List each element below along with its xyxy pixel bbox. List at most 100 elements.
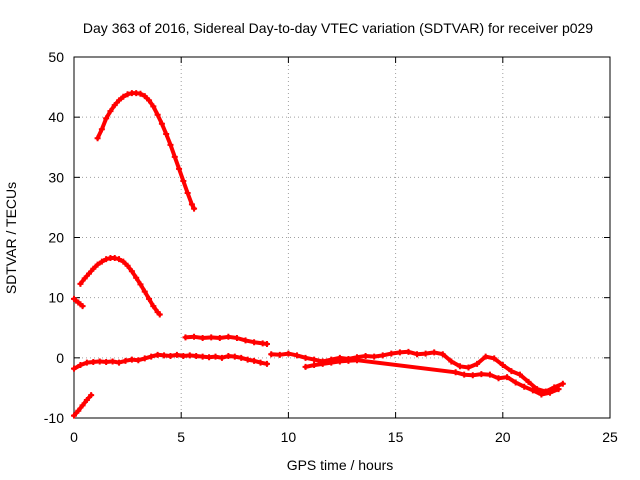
data-point — [75, 407, 82, 414]
data-point — [529, 387, 536, 394]
data-point — [96, 358, 103, 365]
data-point — [504, 374, 511, 381]
data-point — [414, 351, 421, 358]
data-point — [495, 375, 502, 382]
x-axis-label: GPS time / hours — [287, 457, 394, 473]
x-tick-label: 0 — [70, 429, 78, 445]
data-point — [86, 270, 93, 277]
data-point — [251, 357, 258, 364]
data-point — [94, 135, 101, 142]
data-point — [103, 256, 110, 263]
data-point — [191, 205, 198, 212]
data-point — [478, 371, 485, 378]
data-point — [171, 153, 178, 160]
data-point — [154, 351, 161, 358]
data-point — [90, 359, 97, 366]
data-point — [81, 275, 88, 282]
data-point — [182, 334, 189, 341]
data-point — [486, 371, 493, 378]
data-point — [371, 353, 378, 360]
series-arc-start-high — [71, 295, 86, 310]
data-point — [538, 391, 545, 398]
data-point — [293, 352, 300, 359]
x-tick-label: 15 — [388, 429, 404, 445]
data-point — [525, 378, 532, 385]
data-point — [141, 93, 148, 100]
data-point — [135, 357, 142, 364]
data-point — [116, 256, 123, 263]
data-point — [491, 355, 498, 362]
data-point — [94, 261, 101, 268]
y-tick-label: -10 — [44, 410, 64, 426]
data-point — [231, 353, 238, 360]
data-point — [184, 189, 191, 196]
data-point — [141, 288, 148, 295]
data-point — [83, 359, 90, 366]
data-point — [191, 333, 198, 340]
data-point — [439, 351, 446, 358]
data-point — [176, 165, 183, 172]
data-point — [103, 115, 110, 122]
series-layer — [71, 90, 566, 419]
data-point — [242, 337, 249, 344]
data-point — [122, 357, 129, 364]
data-point — [90, 265, 97, 272]
data-point — [77, 280, 84, 287]
data-point — [516, 371, 523, 378]
data-point — [163, 131, 170, 138]
data-point — [77, 362, 84, 369]
data-point — [251, 339, 258, 346]
data-point — [98, 126, 105, 133]
data-point — [158, 120, 165, 127]
data-point — [474, 360, 481, 367]
data-point — [311, 356, 318, 363]
data-point — [180, 177, 187, 184]
data-point — [137, 281, 144, 288]
data-point — [276, 351, 283, 358]
x-tick-label: 25 — [602, 429, 618, 445]
data-point — [218, 354, 225, 361]
data-point — [133, 274, 140, 281]
data-point — [186, 352, 193, 359]
data-point — [268, 351, 275, 358]
data-point — [199, 334, 206, 341]
y-tick-label: 20 — [48, 230, 64, 246]
data-point — [225, 333, 232, 340]
data-point — [465, 364, 472, 371]
data-point — [302, 354, 309, 361]
data-point — [263, 340, 270, 347]
x-tick-label: 20 — [495, 429, 511, 445]
data-point — [469, 372, 476, 379]
data-point — [396, 349, 403, 356]
data-point — [388, 350, 395, 357]
data-point — [103, 359, 110, 366]
data-point — [225, 353, 232, 360]
data-point — [233, 334, 240, 341]
data-point — [173, 351, 180, 358]
data-point — [116, 97, 123, 104]
data-point — [79, 402, 86, 409]
series-arc-start-low — [71, 392, 95, 419]
data-point — [111, 102, 118, 109]
data-point — [71, 365, 77, 372]
data-point — [512, 379, 519, 386]
data-point — [148, 353, 155, 360]
data-point — [180, 353, 187, 360]
data-point — [124, 262, 131, 269]
data-point — [128, 356, 135, 363]
data-point — [422, 350, 429, 357]
data-point — [199, 353, 206, 360]
data-point — [405, 348, 412, 355]
data-point — [302, 363, 309, 370]
y-tick-label: 10 — [48, 290, 64, 306]
data-point — [238, 354, 245, 361]
data-point — [482, 353, 489, 360]
data-point — [508, 368, 515, 375]
series-base-late — [268, 348, 566, 395]
data-point — [83, 396, 90, 403]
data-point — [461, 371, 468, 378]
data-point — [212, 353, 219, 360]
data-point — [244, 356, 251, 363]
data-point — [336, 358, 343, 365]
